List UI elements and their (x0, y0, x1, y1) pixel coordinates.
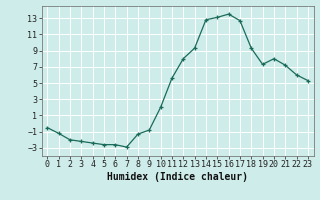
X-axis label: Humidex (Indice chaleur): Humidex (Indice chaleur) (107, 172, 248, 182)
